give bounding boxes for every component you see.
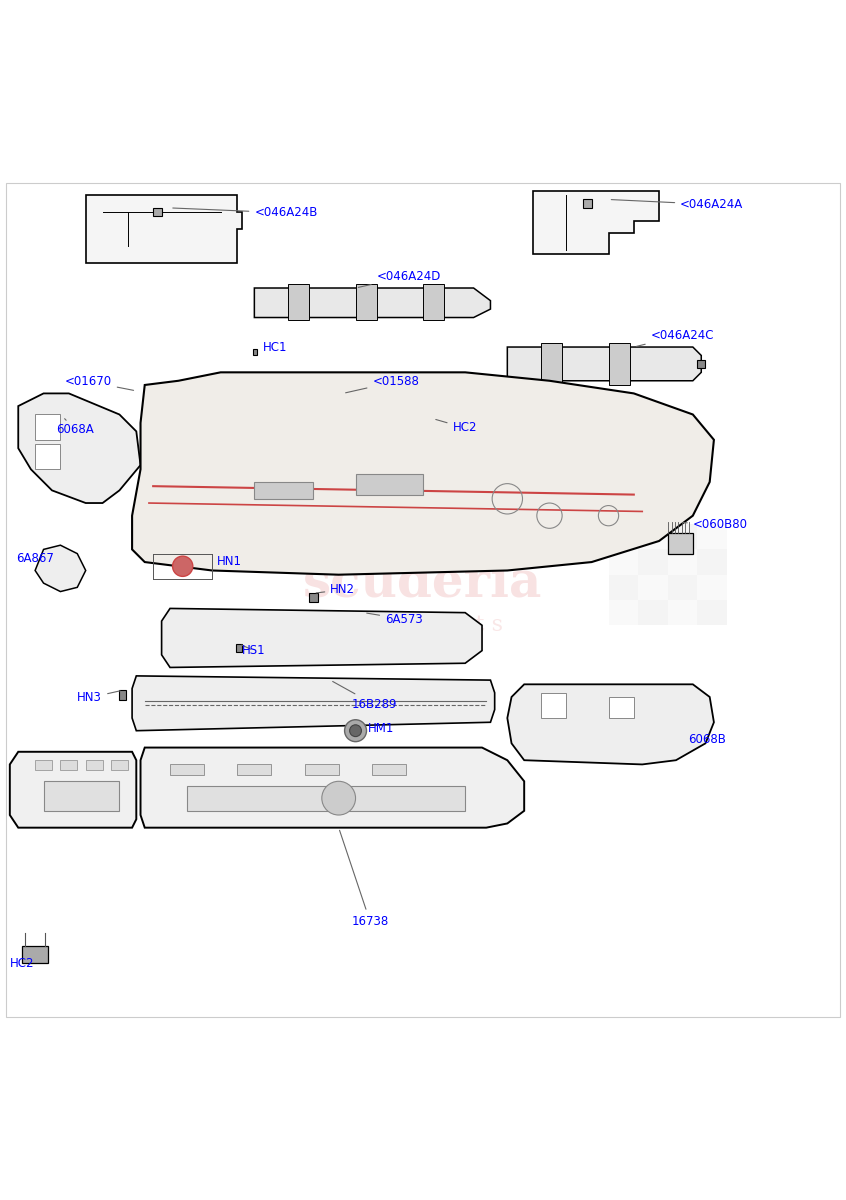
Bar xyxy=(667,600,697,625)
Text: HN3: HN3 xyxy=(77,691,120,704)
Polygon shape xyxy=(36,545,85,592)
Polygon shape xyxy=(170,764,204,774)
Polygon shape xyxy=(305,764,338,774)
Polygon shape xyxy=(236,644,242,653)
Polygon shape xyxy=(508,347,701,380)
Bar xyxy=(667,575,697,600)
Polygon shape xyxy=(23,946,47,962)
Text: <01670: <01670 xyxy=(64,374,134,390)
Polygon shape xyxy=(423,283,444,320)
Text: HM1: HM1 xyxy=(368,722,394,736)
Text: <046A24B: <046A24B xyxy=(173,206,318,220)
Polygon shape xyxy=(253,349,257,355)
Polygon shape xyxy=(309,593,317,601)
Bar xyxy=(638,600,667,625)
Text: HC2: HC2 xyxy=(10,956,35,970)
Bar xyxy=(638,575,667,600)
Polygon shape xyxy=(111,761,128,770)
Circle shape xyxy=(349,725,361,737)
Polygon shape xyxy=(238,764,272,774)
Text: HS1: HS1 xyxy=(242,644,266,656)
Polygon shape xyxy=(430,419,436,427)
Polygon shape xyxy=(697,360,706,368)
Polygon shape xyxy=(583,199,591,208)
Polygon shape xyxy=(153,208,162,216)
Text: <01588: <01588 xyxy=(346,374,420,392)
Circle shape xyxy=(173,556,193,576)
Bar xyxy=(638,550,667,575)
Polygon shape xyxy=(541,692,566,718)
Polygon shape xyxy=(288,283,309,320)
Polygon shape xyxy=(36,414,60,439)
Text: <046A24A: <046A24A xyxy=(612,198,744,211)
Text: 6A573: 6A573 xyxy=(366,613,423,625)
Circle shape xyxy=(344,720,366,742)
Text: <060B80: <060B80 xyxy=(683,518,748,532)
Text: HN1: HN1 xyxy=(217,554,241,568)
Polygon shape xyxy=(119,690,126,700)
Bar xyxy=(608,524,638,550)
Polygon shape xyxy=(608,343,629,385)
Polygon shape xyxy=(132,372,714,575)
Polygon shape xyxy=(372,764,406,774)
Text: 16738: 16738 xyxy=(339,830,388,928)
Text: 6068B: 6068B xyxy=(689,733,727,746)
Polygon shape xyxy=(533,191,659,254)
Bar xyxy=(608,600,638,625)
Text: c a r   p a r t s: c a r p a r t s xyxy=(343,614,503,636)
Bar xyxy=(667,550,697,575)
Polygon shape xyxy=(541,343,562,385)
Polygon shape xyxy=(162,608,482,667)
Bar xyxy=(697,524,727,550)
Polygon shape xyxy=(508,684,714,764)
Text: 6A867: 6A867 xyxy=(17,552,54,565)
Text: scuderia: scuderia xyxy=(304,559,542,607)
Polygon shape xyxy=(132,676,495,731)
Text: HC2: HC2 xyxy=(436,420,477,434)
Polygon shape xyxy=(85,761,102,770)
Bar xyxy=(667,524,697,550)
Polygon shape xyxy=(60,761,77,770)
Polygon shape xyxy=(19,394,140,503)
Text: 6068A: 6068A xyxy=(56,419,94,436)
Text: <046A24D: <046A24D xyxy=(358,270,441,287)
Polygon shape xyxy=(36,761,52,770)
Polygon shape xyxy=(85,196,242,263)
Bar xyxy=(697,575,727,600)
Polygon shape xyxy=(140,748,525,828)
Bar xyxy=(697,550,727,575)
Polygon shape xyxy=(317,394,368,414)
Text: HC1: HC1 xyxy=(263,341,288,354)
Polygon shape xyxy=(608,697,634,718)
Polygon shape xyxy=(355,474,423,494)
Text: 16B289: 16B289 xyxy=(332,682,397,710)
Polygon shape xyxy=(10,751,136,828)
Bar xyxy=(638,524,667,550)
Circle shape xyxy=(321,781,355,815)
Polygon shape xyxy=(355,283,376,320)
Polygon shape xyxy=(36,444,60,469)
Polygon shape xyxy=(255,482,313,499)
Polygon shape xyxy=(667,533,693,553)
Polygon shape xyxy=(255,288,491,318)
Text: HN2: HN2 xyxy=(316,583,355,596)
Polygon shape xyxy=(43,781,119,811)
Polygon shape xyxy=(187,786,465,811)
Bar xyxy=(608,575,638,600)
Bar xyxy=(697,600,727,625)
Text: <046A24C: <046A24C xyxy=(636,329,714,347)
Bar xyxy=(608,550,638,575)
